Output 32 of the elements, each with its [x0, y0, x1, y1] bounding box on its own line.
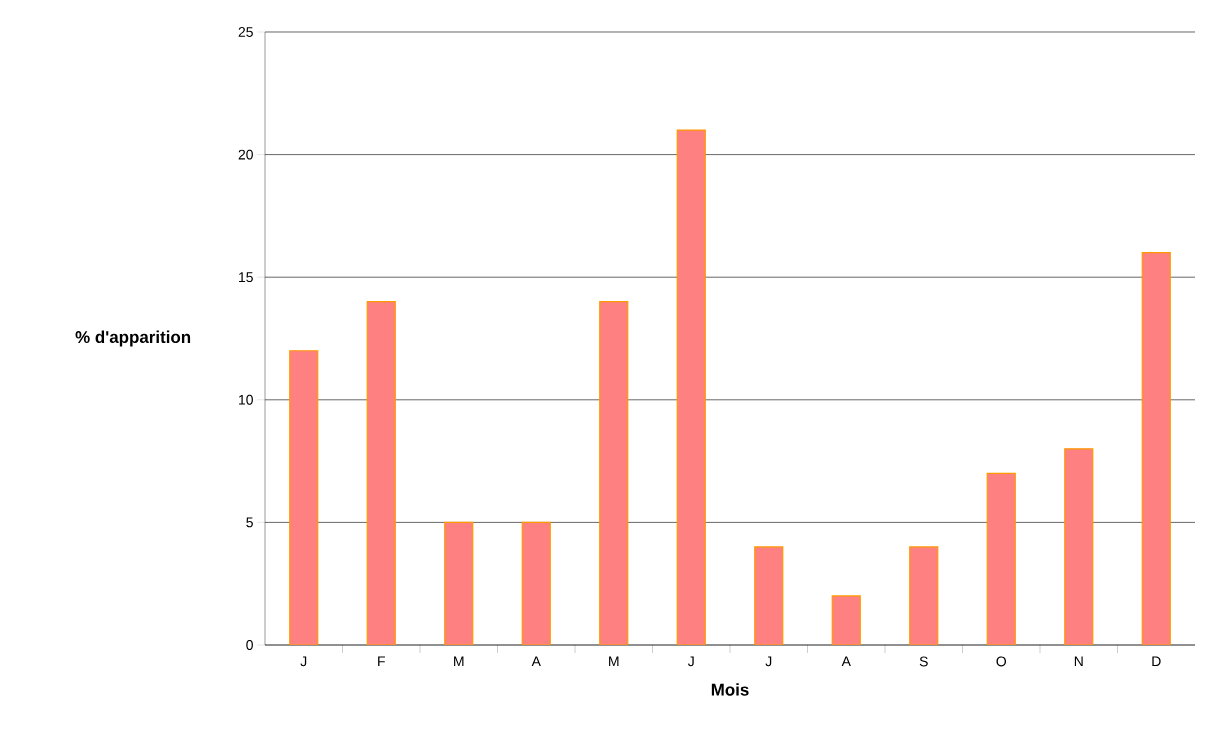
y-axis-title: % d'apparition: [75, 330, 191, 347]
x-tick-label: A: [841, 656, 851, 667]
y-tick-label: 15: [239, 272, 253, 283]
x-tick-label: A: [531, 656, 541, 667]
bar: [754, 546, 784, 645]
x-tick-label: D: [1152, 656, 1161, 667]
bar: [444, 521, 474, 645]
y-tick-label: 5: [246, 517, 253, 528]
bar: [599, 301, 629, 645]
x-tick-label: M: [454, 656, 464, 667]
bar: [909, 546, 939, 645]
y-tick-label: 10: [239, 394, 253, 405]
x-tick-label: J: [687, 656, 694, 667]
bar: [986, 472, 1016, 645]
bar: [1141, 252, 1171, 645]
x-tick-label: S: [919, 656, 928, 667]
y-tick-label: 0: [246, 640, 253, 650]
x-tick-label: M: [609, 656, 619, 667]
y-tick-label: 25: [238, 27, 253, 37]
bar: [1064, 448, 1094, 645]
bar: [521, 521, 551, 645]
x-tick-label: J: [300, 656, 307, 667]
bar: [676, 129, 706, 645]
x-tick-label: N: [1074, 656, 1083, 667]
bar: [366, 301, 396, 645]
x-axis-title: Mois: [711, 683, 749, 696]
bar: [289, 350, 319, 645]
x-tick-label: J: [765, 656, 772, 667]
y-tick-label: 20: [238, 149, 253, 160]
x-tick-label: F: [378, 656, 385, 667]
x-tick-label: O: [996, 656, 1007, 667]
bar: [831, 595, 861, 645]
